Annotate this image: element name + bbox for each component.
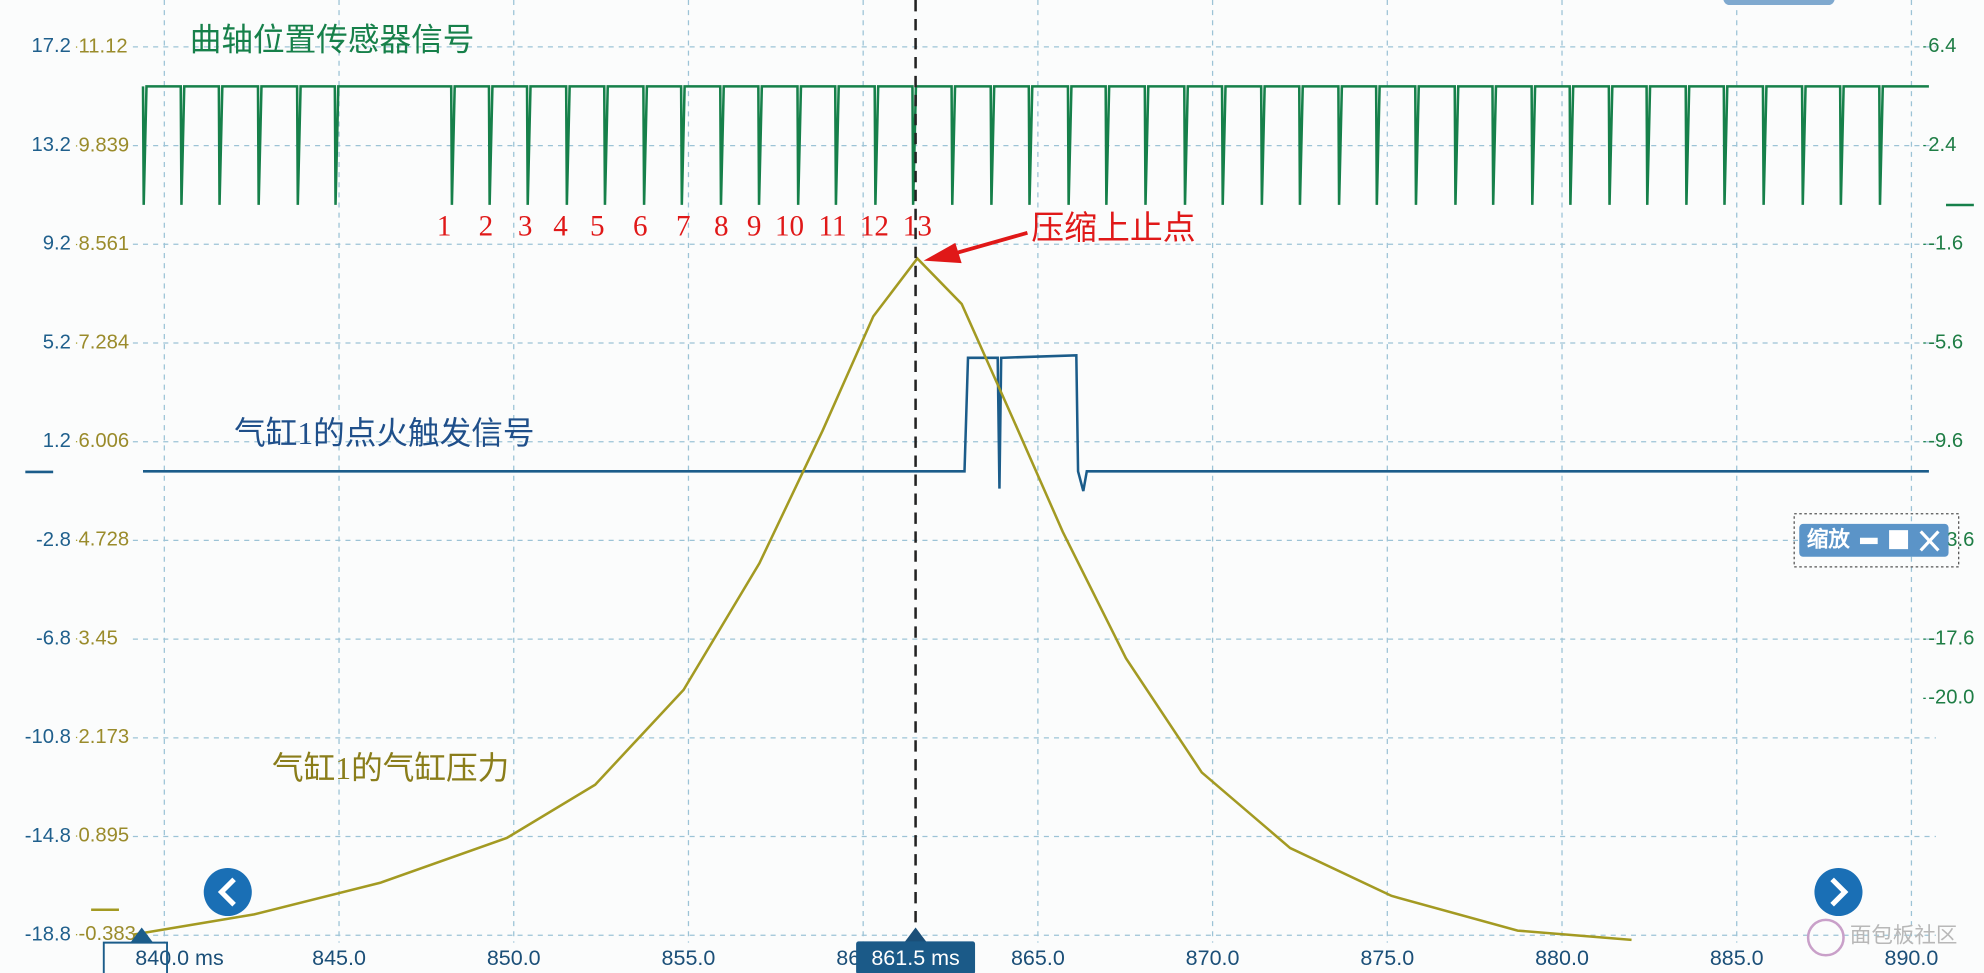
cursor-handle	[904, 927, 927, 943]
tooth-number: 13	[903, 211, 932, 243]
y-tick-label: -10.8	[25, 726, 71, 748]
trace	[133, 256, 1632, 942]
y3-tick-label: -20.0	[1928, 687, 1974, 709]
cursor-label: 861.5 ms	[871, 946, 959, 970]
nav-button[interactable]	[203, 867, 252, 917]
nav-right[interactable]	[1814, 867, 1863, 917]
y3-tick-label: -1.6	[1928, 233, 1963, 255]
y-tick-label: 9.2	[43, 233, 71, 255]
arrow	[923, 230, 1028, 264]
grid	[132, 0, 1936, 943]
y3-tick-label: -17.6	[1928, 627, 1974, 649]
series-label: 气缸1的点火触发信号	[234, 416, 534, 451]
x-tick-label: 850.0	[487, 946, 541, 970]
x-tick-label: 870.0	[1186, 946, 1240, 970]
range-bracket	[102, 941, 168, 973]
watermark-logo	[1806, 918, 1845, 957]
y-tick-label: -6.8	[36, 627, 71, 649]
y2-tick-label: 11.12	[78, 35, 127, 57]
tooth-number: 1	[437, 211, 452, 243]
y-tick-label: -18.8	[25, 924, 71, 946]
cursor-box[interactable]	[856, 941, 976, 973]
y-tick-label: 5.2	[43, 331, 71, 353]
zoom-label: 缩放	[1807, 526, 1851, 551]
y-tick-label: -14.8	[25, 825, 71, 847]
y3-tick-label: 2.4	[1928, 134, 1956, 156]
x-tick-label: 845.0	[312, 946, 366, 970]
y2-tick-label: 4.728	[78, 529, 129, 551]
labels: 840.0 ms845.0850.0855.0860.0865.0870.087…	[25, 35, 1975, 970]
traces	[133, 85, 1929, 942]
zoom-frame	[1793, 513, 1960, 568]
x-tick-label: 840.0 ms	[135, 946, 223, 970]
top-button[interactable]	[1723, 0, 1835, 6]
x-tick-label: 880.0	[1535, 946, 1589, 970]
tooth-number: 11	[819, 211, 847, 243]
y3-tick-label: -9.6	[1928, 430, 1963, 452]
y-tick-label: 13.2	[31, 134, 70, 156]
tooth-number: 9	[747, 211, 762, 243]
tooth-number: 8	[714, 211, 729, 243]
watermark-text: 面包板社区	[1850, 924, 1958, 948]
x-tick-label: 885.0	[1710, 946, 1764, 970]
watermark: 面包板社区	[1806, 918, 1958, 957]
x-tick-label: 890.0	[1885, 946, 1939, 970]
tdc-label: 压缩上止点	[1031, 210, 1195, 247]
tooth-number: 3	[518, 211, 533, 243]
chevron	[217, 877, 236, 907]
tooth-number: 2	[479, 211, 494, 243]
series-label: 气缸1的气缸压力	[272, 751, 509, 786]
y2-tick-label: 8.561	[78, 233, 129, 255]
x-tick-label: 875.0	[1360, 946, 1414, 970]
tooth-number: 7	[676, 211, 691, 243]
y2-tick-label: 3.45	[78, 627, 117, 649]
series-label: 曲轴位置传感器信号	[190, 22, 475, 57]
tooth-number: 10	[775, 211, 804, 243]
zoom-widget[interactable]: 缩放	[1793, 513, 1960, 568]
y2-tick-label: 0.895	[78, 824, 129, 846]
x-tick-label: 865.0	[1011, 946, 1065, 970]
tooth-number: 12	[860, 211, 889, 243]
close-icon[interactable]	[1919, 530, 1940, 552]
chevron	[1830, 877, 1849, 907]
y2-tick-label: 2.173	[78, 726, 129, 748]
minimize-icon[interactable]	[1859, 537, 1878, 545]
arrow-head	[923, 242, 962, 264]
tooth-number: 5	[590, 211, 605, 243]
maximize-icon[interactable]	[1889, 530, 1909, 550]
y-tick-label: 1.2	[43, 430, 71, 452]
trace	[141, 85, 1929, 205]
tooth-number: 4	[553, 211, 568, 243]
tooth-number: 6	[633, 211, 648, 243]
trace	[143, 354, 1929, 492]
y3-tick-label: 6.4	[1928, 35, 1956, 57]
start-marker	[130, 927, 154, 943]
y3-tick-label: -5.6	[1928, 331, 1963, 353]
y2-tick-label: -0.383	[78, 923, 135, 945]
y2-tick-label: 7.284	[78, 331, 129, 353]
y2-tick-label: 6.006	[78, 430, 129, 452]
y-tick-label: -2.8	[36, 529, 71, 551]
nav-left[interactable]	[203, 867, 252, 917]
y2-tick-label: 9.839	[78, 134, 129, 156]
arrow-shaft	[950, 230, 1028, 257]
nav-button[interactable]	[1814, 867, 1863, 917]
x-tick-label: 855.0	[662, 946, 716, 970]
y-tick-label: 17.2	[31, 35, 70, 57]
